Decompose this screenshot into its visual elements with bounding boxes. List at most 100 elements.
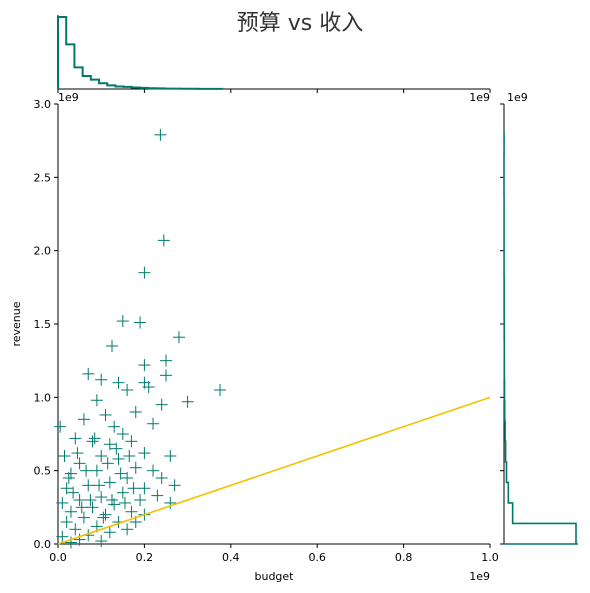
scatter-point bbox=[129, 406, 142, 418]
x-tick-label: 0.2 bbox=[136, 551, 154, 564]
y-tick-label: 3.0 bbox=[34, 98, 52, 111]
scatter-point bbox=[125, 505, 138, 518]
scatter-point bbox=[155, 398, 168, 411]
scatter-point bbox=[214, 384, 226, 396]
marginal-y-offset-text: 1e9 bbox=[507, 91, 528, 104]
scatter-point bbox=[101, 457, 114, 470]
scatter-point bbox=[90, 464, 103, 477]
scatter-point bbox=[168, 479, 181, 492]
scatter-point bbox=[134, 316, 147, 329]
y-tick-label: 1.0 bbox=[34, 391, 52, 404]
scatter-point bbox=[88, 432, 101, 445]
x-axis-label: budget bbox=[255, 570, 295, 583]
scatter-point bbox=[73, 533, 86, 546]
scatter-point bbox=[77, 511, 90, 524]
scatter-point bbox=[110, 442, 123, 455]
chart-title: 预算 vs 收入 bbox=[237, 11, 363, 36]
scatter-point bbox=[147, 417, 160, 430]
scatter-point bbox=[112, 376, 125, 389]
scatter-point bbox=[138, 266, 151, 279]
scatter-point bbox=[56, 496, 69, 509]
scatter-point bbox=[56, 530, 69, 543]
scatter-point bbox=[86, 435, 99, 448]
marginal-y-histogram-outline bbox=[503, 132, 577, 545]
scatter-point bbox=[58, 450, 71, 462]
scatter-point bbox=[164, 450, 177, 462]
scatter-point bbox=[151, 489, 164, 502]
scatter-point bbox=[64, 536, 77, 549]
scatter-point bbox=[90, 394, 103, 407]
scatter-point bbox=[82, 479, 95, 492]
x-tick-label: 1.0 bbox=[481, 551, 499, 564]
scatter-point bbox=[95, 373, 108, 386]
scatter-point bbox=[147, 464, 160, 477]
scatter-point bbox=[160, 369, 172, 382]
scatter-point bbox=[138, 359, 151, 372]
scatter-point bbox=[73, 457, 86, 470]
scatter-point bbox=[106, 494, 118, 506]
scatter-point bbox=[138, 482, 151, 495]
x-tick-label: 0.0 bbox=[49, 551, 67, 564]
scatter-point bbox=[112, 452, 125, 465]
scatter-point bbox=[129, 461, 142, 474]
scatter-point bbox=[62, 472, 75, 484]
scatter-point bbox=[54, 420, 67, 433]
marginal-y-histogram bbox=[500, 103, 578, 545]
scatter-point bbox=[103, 476, 116, 489]
scatter-point bbox=[138, 447, 151, 460]
scatter-point bbox=[77, 413, 90, 426]
x-tick-label: 0.6 bbox=[308, 551, 326, 564]
scatter-point bbox=[123, 450, 136, 462]
scatter-point bbox=[103, 526, 116, 539]
scatter-point bbox=[64, 505, 77, 518]
scatter-point bbox=[121, 523, 134, 536]
scatter-point bbox=[73, 494, 86, 506]
marginal-x-histogram bbox=[57, 15, 491, 93]
scatter-point bbox=[116, 428, 129, 440]
scatter-point bbox=[95, 491, 108, 504]
scatter-point bbox=[172, 331, 185, 344]
scatter-point bbox=[99, 508, 112, 521]
scatter-point bbox=[154, 128, 167, 141]
scatter-point bbox=[116, 486, 129, 499]
y-tick-label: 2.5 bbox=[34, 171, 52, 184]
scatter-point bbox=[60, 482, 73, 495]
scatter-point bbox=[67, 486, 80, 499]
y-tick-label: 2.0 bbox=[34, 245, 52, 258]
scatter-point bbox=[86, 501, 99, 514]
scatter-point bbox=[60, 516, 73, 528]
scatter-point bbox=[93, 479, 106, 492]
y-axis-label: revenue bbox=[10, 301, 23, 346]
scatter-point bbox=[82, 367, 95, 380]
scatter-point bbox=[134, 494, 147, 506]
scatter-point bbox=[121, 384, 134, 396]
x-offset-text: 1e9 bbox=[469, 570, 490, 583]
scatter-point bbox=[181, 395, 194, 408]
scatter-point bbox=[114, 467, 127, 480]
scatter-point bbox=[95, 450, 108, 462]
scatter-point bbox=[97, 511, 110, 524]
scatter-point bbox=[118, 496, 131, 509]
scatter-point bbox=[80, 464, 93, 477]
scatter-point bbox=[103, 438, 116, 451]
scatter-point bbox=[71, 447, 84, 460]
scatter-point bbox=[99, 408, 112, 421]
main-plot: 0.0 0.2 0.4 0.6 0.8 1.0 0.0 0.5 1.0 1.5 2.0 2.5 3.0 bbox=[34, 98, 499, 564]
scatter-point bbox=[69, 432, 82, 445]
scatter-point bbox=[84, 494, 97, 506]
scatter-point bbox=[95, 535, 108, 548]
y-tick-label: 0.0 bbox=[34, 538, 52, 551]
scatter-point bbox=[106, 340, 118, 352]
scatter-point bbox=[121, 472, 134, 484]
scatter-point bbox=[164, 496, 177, 509]
scatter-point bbox=[116, 315, 129, 328]
scatter-point bbox=[155, 472, 168, 484]
x-tick-label: 0.8 bbox=[395, 551, 413, 564]
marginal-x-offset-text: 1e9 bbox=[469, 91, 490, 104]
y-tick-label: 1.5 bbox=[34, 318, 52, 331]
scatter-point bbox=[75, 501, 88, 514]
reference-line bbox=[57, 396, 491, 545]
scatter-point bbox=[127, 482, 140, 495]
scatter-point bbox=[157, 234, 170, 247]
